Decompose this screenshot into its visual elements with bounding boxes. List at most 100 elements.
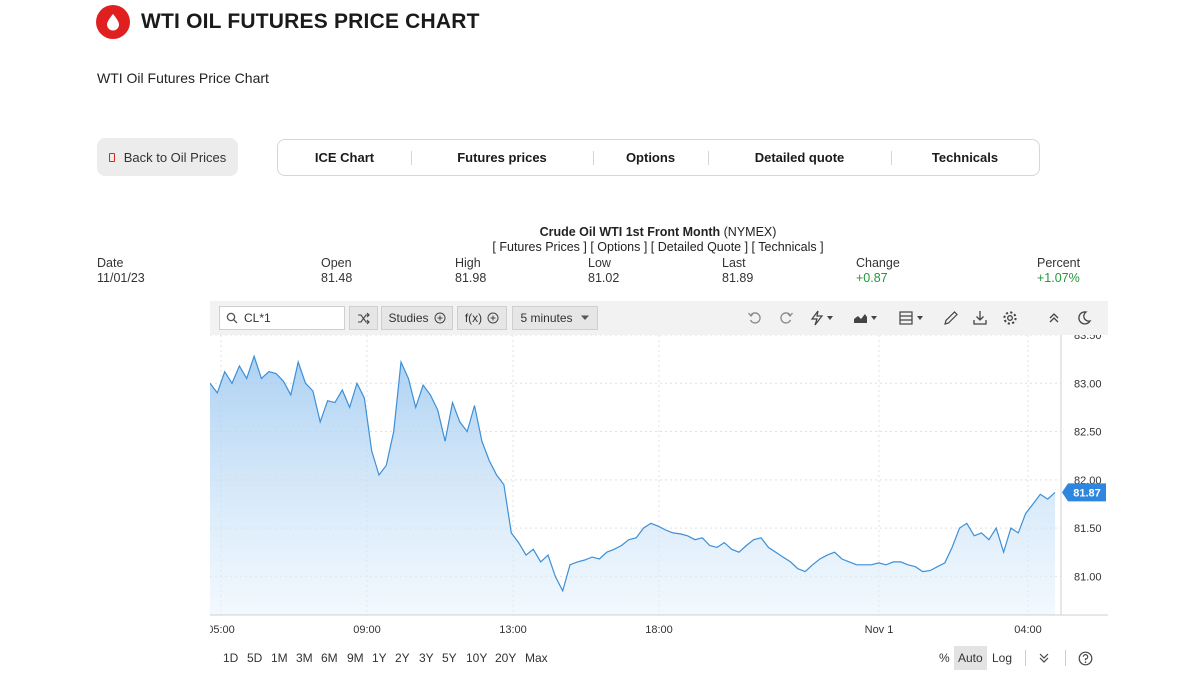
quote-exchange: (NYMEX) (723, 225, 777, 239)
period-3y-button[interactable]: 3Y (419, 651, 434, 665)
low-value: 81.02 (588, 271, 620, 285)
period-max-button[interactable]: Max (525, 651, 548, 665)
period-10y-button[interactable]: 10Y (466, 651, 488, 665)
quote-title: Crude Oil WTI 1st Front Month (NYMEX) (0, 225, 1200, 239)
redo-icon[interactable] (776, 308, 796, 328)
period-3m-button[interactable]: 3M (296, 651, 313, 665)
compare-icon[interactable] (349, 306, 378, 330)
price-area (210, 356, 1055, 615)
tab-divider (891, 151, 892, 165)
date-label: Date (97, 256, 124, 270)
back-icon (108, 152, 115, 162)
percent-scale-label: % (939, 651, 950, 665)
x-tick-label: 13:00 (499, 624, 527, 636)
percent-scale-button[interactable]: % (939, 646, 950, 670)
interval-dropdown[interactable]: 5 minutes (512, 306, 598, 330)
expand-icon[interactable] (1038, 646, 1050, 670)
y-tick-label: 83.50 (1074, 335, 1102, 342)
auto-scale-label: Auto (958, 651, 983, 665)
period-9m-button[interactable]: 9M (347, 651, 364, 665)
period-20y-button[interactable]: 20Y (495, 651, 517, 665)
collapse-icon[interactable] (1044, 308, 1064, 328)
search-icon (226, 312, 238, 324)
page-title: WTI OIL FUTURES PRICE CHART (141, 10, 480, 33)
log-scale-label: Log (992, 651, 1013, 665)
low-label: Low (588, 256, 611, 270)
tab-divider (593, 151, 594, 165)
page-subtitle: WTI Oil Futures Price Chart (97, 70, 269, 86)
y-tick-label: 81.50 (1074, 523, 1102, 535)
chart-toolbar: CL*1 Studies f(x) 5 minutes (210, 301, 1108, 335)
y-tick-label: 81.00 (1074, 571, 1102, 583)
x-tick-label: 09:00 (353, 624, 381, 636)
settings-icon[interactable] (1000, 308, 1020, 328)
chart-tabs: ICE Chart Futures prices Options Detaile… (277, 139, 1040, 176)
undo-icon[interactable] (745, 308, 765, 328)
plus-circle-icon (434, 312, 446, 324)
tab-options[interactable]: Options (625, 150, 676, 165)
high-value: 81.98 (455, 271, 487, 285)
studies-label: Studies (388, 311, 429, 325)
period-5d-button[interactable]: 5D (247, 651, 263, 665)
date-value: 11/01/23 (97, 271, 145, 285)
divider (1065, 650, 1066, 666)
period-1y-button[interactable]: 1Y (372, 651, 387, 665)
x-tick-label: Nov 1 (865, 624, 894, 636)
y-tick-label: 83.00 (1074, 378, 1102, 390)
back-button-label: Back to Oil Prices (123, 149, 227, 165)
plus-circle-icon (487, 312, 499, 324)
studies-button[interactable]: Studies (381, 306, 453, 330)
tab-detailed-quote[interactable]: Detailed quote (754, 150, 845, 165)
lightning-icon[interactable] (808, 308, 838, 328)
tab-technicals[interactable]: Technicals (931, 150, 999, 165)
open-label: Open (321, 256, 352, 270)
period-6m-button[interactable]: 6M (321, 651, 338, 665)
tab-ice-chart[interactable]: ICE Chart (314, 150, 375, 165)
period-1d-button[interactable]: 1D (223, 651, 239, 665)
period-5y-button[interactable]: 5Y (442, 651, 457, 665)
price-chart: CL*1 Studies f(x) 5 minutes (210, 301, 1108, 641)
last-price-label: 81.87 (1073, 487, 1101, 499)
last-value: 81.89 (722, 271, 754, 285)
chart-type-icon[interactable] (852, 308, 882, 328)
price-line (210, 354, 1056, 593)
change-label: Change (856, 256, 900, 270)
draw-icon[interactable] (941, 308, 961, 328)
tab-divider (708, 151, 709, 165)
period-selector: % Auto Log 1D 5D 1M 3M 6M 9M 1Y 2Y 3Y 5Y 10Y 20Y Max (210, 646, 1108, 670)
oil-drop-icon (96, 5, 130, 39)
divider (1025, 650, 1026, 666)
x-tick-label: 18:00 (645, 624, 673, 636)
x-tick-label: 05:00 (210, 624, 235, 636)
auto-scale-button[interactable]: Auto (954, 646, 987, 670)
theme-icon[interactable] (1074, 308, 1094, 328)
tab-futures-prices[interactable]: Futures prices (457, 150, 547, 165)
layout-icon[interactable] (898, 308, 928, 328)
chevron-down-icon (580, 315, 589, 320)
change-value: +0.87 (856, 271, 888, 285)
quote-links[interactable]: [ Futures Prices ] [ Options ] [ Detaile… (492, 240, 824, 254)
period-2y-button[interactable]: 2Y (395, 651, 410, 665)
tab-divider (411, 151, 412, 165)
quote-name: Crude Oil WTI 1st Front Month (539, 225, 721, 239)
log-scale-button[interactable]: Log (992, 646, 1012, 670)
download-icon[interactable] (970, 308, 990, 328)
x-tick-label: 04:00 (1014, 624, 1042, 636)
fx-label: f(x) (464, 311, 483, 325)
y-tick-label: 82.50 (1074, 427, 1102, 439)
fx-button[interactable]: f(x) (457, 306, 507, 330)
high-label: High (455, 256, 481, 270)
help-icon[interactable] (1078, 646, 1093, 670)
last-price-badge (1062, 483, 1106, 502)
back-to-oil-prices-button[interactable]: Back to Oil Prices (97, 138, 238, 176)
symbol-search-input[interactable]: CL*1 (219, 306, 345, 330)
page-header: WTI OIL FUTURES PRICE CHART (96, 4, 480, 40)
open-value: 81.48 (321, 271, 353, 285)
period-1m-button[interactable]: 1M (271, 651, 288, 665)
percent-value: +1.07% (1037, 271, 1080, 285)
symbol-value: CL*1 (244, 311, 271, 325)
interval-label: 5 minutes (520, 311, 573, 325)
percent-label: Percent (1037, 256, 1081, 270)
last-label: Last (722, 256, 746, 270)
